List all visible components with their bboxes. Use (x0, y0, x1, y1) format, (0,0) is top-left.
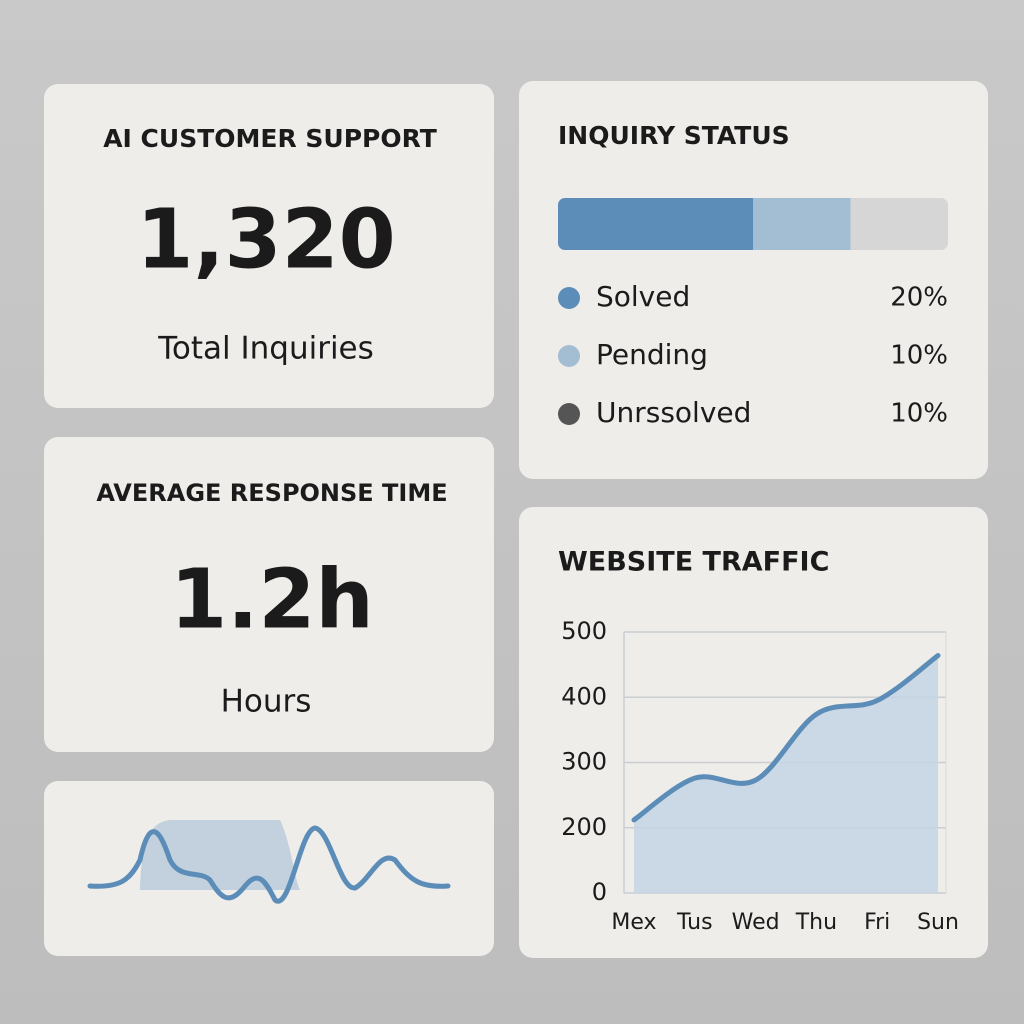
legend-dot (558, 345, 580, 367)
bar-segment (558, 198, 753, 250)
card-title: INQUIRY STATUS (558, 121, 790, 150)
stat-value: 1.2h (170, 552, 374, 647)
y-tick-label: 400 (561, 682, 607, 710)
y-tick-label: 0 (592, 878, 607, 906)
stat-label: Total Inquiries (157, 331, 374, 367)
x-tick-label: Thu (795, 910, 837, 935)
legend-label: Pending (596, 338, 708, 371)
card-title: AI CUSTOMER SUPPORT (103, 124, 437, 153)
legend-dot (558, 287, 580, 309)
stat-value: 1,320 (136, 192, 395, 287)
support-card (44, 84, 494, 408)
card-title: WEBSITE TRAFFIC (558, 547, 829, 578)
bar-segment (850, 198, 948, 250)
y-tick-label: 200 (561, 813, 607, 841)
x-tick-label: Tus (676, 910, 713, 935)
legend-dot (558, 403, 580, 425)
status-card (519, 81, 988, 479)
x-tick-label: Sun (917, 910, 959, 935)
legend-label: Unrssolved (596, 396, 751, 429)
card-title: AVERAGE RESPONSE TIME (96, 479, 447, 507)
response-card (44, 437, 494, 752)
value-label: 10% (890, 341, 948, 371)
value-label: 20% (890, 283, 948, 313)
area (634, 655, 938, 893)
y-tick-label: 500 (561, 617, 607, 645)
sparkline (87, 825, 451, 904)
stat-label: Hours (221, 684, 312, 720)
y-tick-label: 300 (561, 748, 607, 776)
x-tick-label: Fri (864, 910, 890, 935)
bar-segment (753, 198, 851, 250)
legend-label: Solved (596, 280, 690, 313)
sparkline-area (140, 820, 300, 890)
x-tick-label: Mex (611, 910, 656, 935)
value-label: 10% (890, 399, 948, 429)
line (631, 652, 941, 823)
x-tick-label: Wed (732, 910, 780, 935)
